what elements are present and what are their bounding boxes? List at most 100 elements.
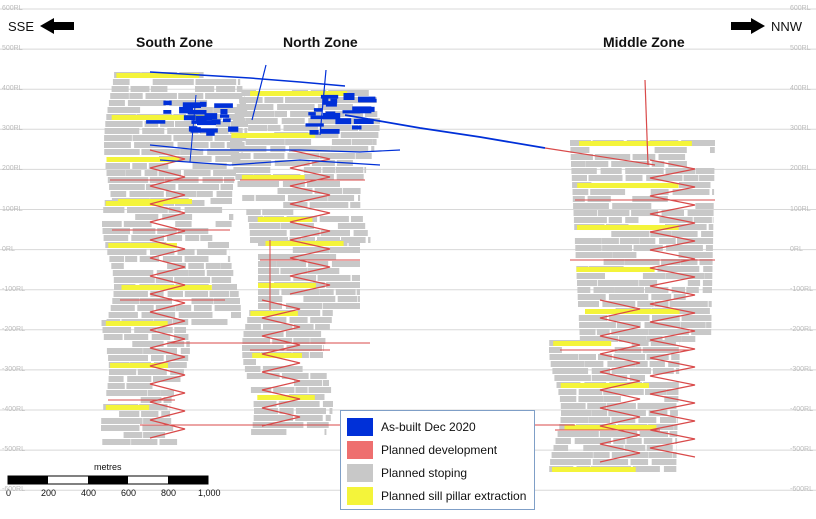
stope-block (611, 329, 648, 335)
stope-block (624, 259, 660, 265)
stope-block (108, 100, 125, 106)
stope-block (322, 303, 360, 309)
stope-block (348, 240, 360, 246)
stope-block (141, 411, 159, 417)
stope-block (619, 238, 640, 244)
stope-block (308, 387, 332, 393)
stope-block (309, 202, 349, 208)
stope-block (106, 390, 148, 396)
stope-block (654, 147, 687, 153)
stope-block (676, 417, 678, 423)
sill-block (553, 341, 612, 346)
legend-item-asbuilt: As-built Dec 2020 (347, 415, 528, 438)
stope-block (112, 79, 130, 85)
stope-block (637, 403, 677, 409)
stope-block (643, 382, 679, 388)
rl-label: -500RL (2, 446, 25, 454)
stope-block (191, 319, 228, 325)
stope-block (705, 245, 713, 251)
stope-block (160, 390, 174, 396)
stope-block (139, 404, 168, 410)
as-built-block (211, 119, 221, 125)
stope-block (188, 263, 204, 269)
stope-block (588, 417, 611, 423)
stope-block (322, 380, 329, 386)
stope-block (611, 417, 636, 423)
stope-block (603, 396, 621, 402)
stope-block (167, 341, 185, 347)
stope-block (148, 390, 161, 396)
as-built-drive (344, 114, 546, 149)
stope-block (227, 256, 231, 262)
stope-block (249, 223, 281, 229)
rl-label: 0RL (790, 245, 803, 253)
stope-block (137, 305, 154, 311)
stope-block (247, 216, 264, 222)
stope-block (651, 294, 672, 300)
stope-block (242, 345, 284, 351)
stope-block (703, 266, 713, 272)
stope-block (691, 329, 712, 335)
stope-block (102, 327, 132, 333)
stope-block (359, 125, 380, 131)
stope-block (574, 238, 602, 244)
stope-block (255, 195, 285, 201)
stope-block (106, 170, 126, 176)
stope-block (273, 387, 295, 393)
stope-block (699, 259, 713, 265)
stope-block (287, 153, 320, 159)
stope-block (230, 153, 251, 159)
stope-block (632, 466, 660, 472)
stope-block (159, 439, 178, 445)
stope-block (687, 280, 701, 286)
stope-block (139, 298, 172, 304)
scale-tick: 0 (6, 488, 12, 498)
stope-block (295, 387, 308, 393)
rl-label: -400RL (790, 406, 813, 413)
sill-block (585, 309, 680, 314)
stope-block (213, 298, 240, 304)
stope-block (322, 167, 335, 173)
as-built-block (330, 98, 338, 104)
stope-block (335, 289, 356, 295)
stope-block (160, 121, 174, 127)
stope-block (646, 445, 673, 451)
stope-block (173, 135, 213, 141)
as-built-block (320, 129, 340, 134)
sill-block (105, 405, 150, 410)
as-built-drive (149, 71, 346, 87)
stope-block (289, 146, 331, 152)
stope-block (287, 195, 328, 201)
stope-block (329, 247, 360, 253)
stope-block (263, 324, 293, 330)
stope-block (205, 93, 243, 99)
stope-block (591, 410, 608, 416)
stope-block (351, 216, 363, 222)
stope-block (211, 284, 237, 290)
stope-block (253, 415, 293, 421)
stope-block (612, 252, 637, 258)
stope-block (572, 189, 589, 195)
rl-label: -100RL (790, 285, 813, 293)
stope-block (579, 322, 616, 328)
stope-block (678, 252, 713, 258)
stope-block (113, 291, 148, 297)
stope-block (232, 118, 246, 124)
stope-block (130, 86, 150, 92)
stope-block (195, 79, 237, 85)
stope-block (631, 340, 649, 346)
stope-block (220, 263, 232, 269)
stope-block (152, 79, 194, 85)
stope-block (626, 438, 642, 444)
sill-block (105, 321, 168, 326)
stope-block (293, 275, 317, 281)
stope-block (600, 168, 622, 174)
stope-block (571, 168, 597, 174)
stope-block (101, 425, 140, 431)
stope-block (206, 270, 234, 276)
stope-block (286, 345, 322, 351)
stope-block (151, 355, 164, 361)
stope-block (191, 298, 214, 304)
stope-block (335, 167, 364, 173)
stope-block (585, 161, 609, 167)
